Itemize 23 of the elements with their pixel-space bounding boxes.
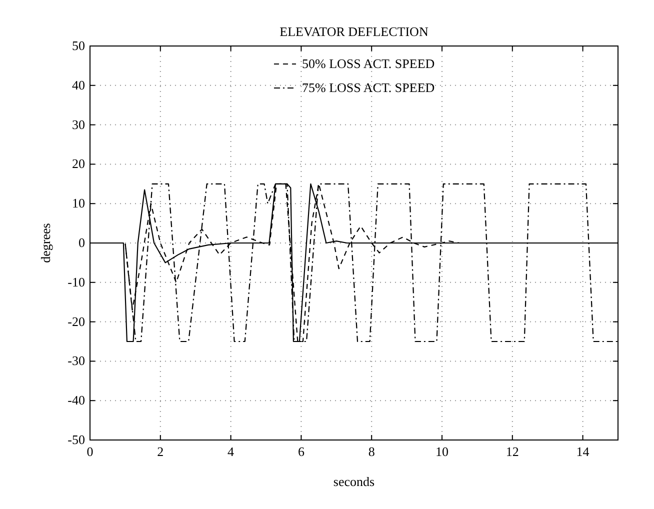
chart-title: ELEVATOR DEFLECTION	[280, 24, 429, 39]
y-tick-label: 50	[72, 38, 85, 53]
legend-label: 75% LOSS ACT. SPEED	[302, 80, 435, 95]
y-tick-label: 0	[78, 235, 85, 250]
y-axis-title: degrees	[38, 223, 53, 263]
y-tick-label: -50	[68, 432, 85, 447]
y-tick-label: -20	[68, 314, 85, 329]
y-tick-label: -40	[68, 392, 85, 408]
x-tick-label: 12	[506, 444, 519, 459]
y-tick-label: -10	[68, 274, 85, 290]
y-tick-label: 30	[72, 116, 85, 132]
x-axis-title: seconds	[333, 474, 375, 489]
x-tick-label: 14	[576, 444, 590, 459]
legend-label: 50% LOSS ACT. SPEED	[302, 56, 435, 71]
x-tick-label: 6	[298, 444, 305, 459]
x-tick-label: 2	[157, 444, 164, 459]
y-tick-label: -30	[68, 353, 85, 368]
y-tick-label: 10	[72, 196, 85, 211]
x-tick-label: 4	[228, 444, 235, 459]
x-tick-label: 10	[436, 444, 448, 459]
y-tick-label: 40	[72, 77, 85, 92]
x-tick-label: 8	[368, 444, 375, 459]
y-tick-label: 20	[72, 156, 85, 172]
